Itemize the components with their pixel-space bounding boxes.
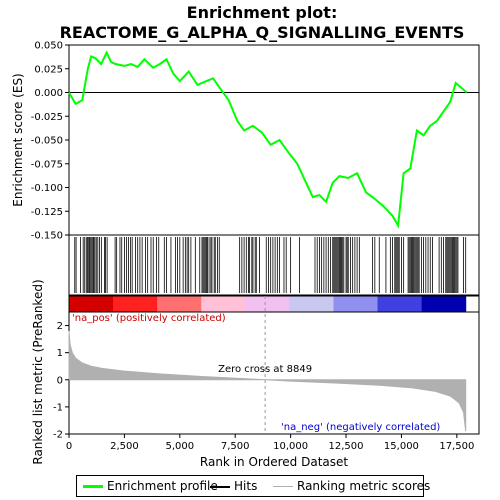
- metric-swatch-icon: [273, 486, 293, 487]
- x-tick-label: 15,000: [384, 441, 419, 452]
- es-y-tick-label: -0.150: [31, 231, 63, 242]
- hits-swatch-icon: [210, 485, 230, 488]
- x-tick-label: 0: [66, 441, 72, 452]
- legend-item-hits: Hits: [210, 479, 257, 493]
- chart-title-line2: REACTOME_G_ALPHA_Q_SIGNALLING_EVENTS: [60, 23, 465, 42]
- heatmap-bar: [68, 295, 480, 313]
- heatmap-segment: [333, 296, 379, 312]
- heatmap-segment: [245, 296, 290, 312]
- es-line-group: [68, 50, 479, 229]
- hits-group: [74, 237, 467, 293]
- heatmap-segment: [201, 296, 246, 312]
- x-axis-label: Rank in Ordered Dataset: [200, 455, 348, 469]
- x-tick-label: 10,000: [273, 441, 308, 452]
- zero-cross-label: Zero cross at 8849: [218, 364, 312, 375]
- es-y-tick-label: 0.000: [34, 88, 63, 99]
- heatmap-segment: [289, 296, 334, 312]
- es-y-tick-label: 0.025: [34, 64, 63, 75]
- rank-y-tick-label: 0: [57, 375, 63, 386]
- ranking-metric-area: [68, 330, 467, 432]
- heatmap-segment: [69, 296, 114, 312]
- es-panel: -0.150 -0.125 -0.100 -0.075 -0.050 -0.025 0.00…: [11, 41, 480, 242]
- x-tick-label: 2,500: [110, 441, 139, 452]
- rank-y-tick-label: -1: [53, 402, 63, 413]
- legend-item-metric: Ranking metric scores: [273, 479, 430, 493]
- es-y-axis-label: Enrichment score (ES): [11, 73, 25, 206]
- es-panel-frame: [68, 44, 480, 236]
- rank-y-tick-label: 1: [57, 348, 63, 359]
- es-y-tick-label: -0.050: [31, 136, 63, 147]
- enrichment-profile-line: [68, 50, 468, 229]
- x-tick-label: 5,000: [165, 441, 194, 452]
- legend-label-hits: Hits: [234, 479, 258, 493]
- legend-label-enrichment: Enrichment profile: [107, 479, 218, 493]
- es-y-ticks: -0.150 -0.125 -0.100 -0.075 -0.050 -0.025 0.00…: [31, 41, 69, 242]
- x-tick-label: 17,500: [439, 441, 474, 452]
- legend-label-metric: Ranking metric scores: [297, 479, 431, 493]
- heatmap-segment: [377, 296, 423, 312]
- es-y-tick-label: -0.025: [31, 112, 63, 123]
- pos-label: 'na_pos' (positively correlated): [72, 313, 226, 324]
- es-y-tick-label: -0.075: [31, 159, 63, 170]
- rank-y-axis-label: Ranked list metric (PreRanked): [31, 279, 45, 464]
- rank-panel: -2 -1 0 1 2 Zero cross at 8849 'na_pos' (pos…: [31, 279, 480, 465]
- es-y-tick-label: -0.100: [31, 183, 63, 194]
- rank-area-group: [68, 330, 467, 432]
- enrichment-swatch-icon: [83, 485, 103, 488]
- rank-y-tick-label: 2: [57, 321, 63, 332]
- hits-panel: [68, 234, 480, 296]
- x-ticks: 0 2,500 5,000 7,500 10,000 12,500 15,000 17,500: [66, 434, 474, 452]
- rank-y-ticks: -2 -1 0 1 2: [53, 321, 69, 441]
- x-tick-label: 7,500: [221, 441, 250, 452]
- legend-item-enrichment: Enrichment profile: [83, 479, 218, 493]
- chart-title-line1: Enrichment plot:: [187, 3, 338, 22]
- heatmap-segment: [157, 296, 202, 312]
- heatmap-segment: [421, 296, 467, 312]
- es-y-tick-label: -0.125: [31, 207, 63, 218]
- rank-y-tick-label: -2: [53, 430, 63, 441]
- heatmap-segment: [113, 296, 158, 312]
- x-tick-label: 12,500: [329, 441, 364, 452]
- neg-label: 'na_neg' (negatively correlated): [281, 422, 440, 433]
- heatmap-segments: [69, 296, 467, 312]
- legend: Enrichment profile Hits Ranking metric s…: [76, 475, 430, 497]
- es-y-tick-label: 0.050: [34, 41, 63, 52]
